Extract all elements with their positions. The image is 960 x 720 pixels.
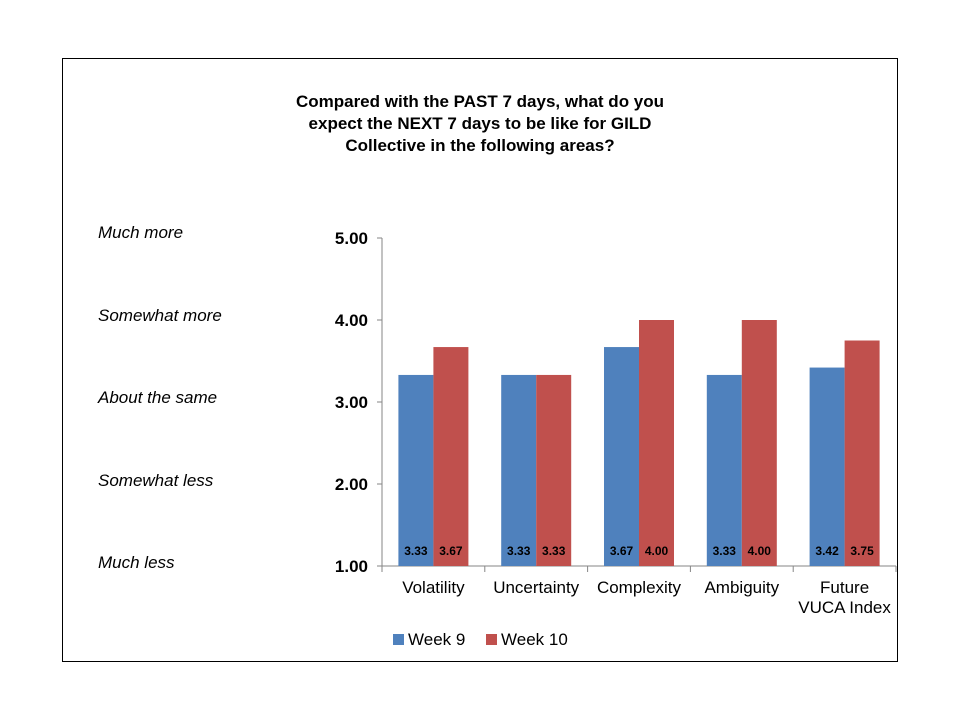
legend-label-week-10: Week 10: [501, 630, 568, 649]
data-label-week-10-ambiguity: 4.00: [748, 544, 772, 558]
data-label-week-10-uncertainty: 3.33: [542, 544, 566, 558]
scale-label-about-same: About the same: [98, 388, 218, 407]
bar-week-10-complexity: [639, 320, 674, 566]
scale-label-somewhat-more: Somewhat more: [98, 306, 222, 325]
bar-week-9-volatility: [398, 374, 434, 566]
data-label-week-9-uncertainty: 3.33: [507, 544, 531, 558]
bar-week-9-ambiguity: [706, 374, 742, 566]
bar-week-10-uncertainty: [536, 374, 572, 566]
data-label-week-9-future-vuca-index: 3.42: [815, 544, 839, 558]
x-category-label: Future VUCA Index: [798, 578, 891, 617]
scale-label-much-more: Much more: [98, 223, 184, 242]
y-tick-label: 1.00: [335, 557, 368, 576]
y-tick-label: 4.00: [335, 311, 368, 330]
legend-swatch-week-10: [486, 634, 497, 645]
y-tick-label: 3.00: [335, 393, 368, 412]
x-category-label: Uncertainty: [493, 578, 579, 597]
y-tick-label: 5.00: [335, 229, 368, 248]
scale-label-much-less: Much less: [98, 553, 175, 572]
data-label-week-9-ambiguity: 3.33: [713, 544, 737, 558]
legend-label-week-9: Week 9: [408, 630, 465, 649]
y-tick-label: 2.00: [335, 475, 368, 494]
bar-week-9-uncertainty: [501, 374, 537, 566]
scale-label-somewhat-less: Somewhat less: [98, 471, 214, 490]
x-category-label: Ambiguity: [704, 578, 779, 597]
data-label-week-10-volatility: 3.67: [439, 544, 463, 558]
bar-week-10-future-vuca-index: [844, 340, 880, 566]
chart-title: Compared with the PAST 7 days, what do y…: [295, 92, 665, 155]
data-label-week-9-complexity: 3.67: [610, 544, 634, 558]
x-category-label: Volatility: [402, 578, 465, 597]
data-label-week-9-volatility: 3.33: [404, 544, 428, 558]
bar-week-9-future-vuca-index: [809, 367, 845, 566]
x-category-label: Complexity: [597, 578, 682, 597]
data-label-week-10-future-vuca-index: 3.75: [850, 544, 874, 558]
bar-week-10-ambiguity: [741, 320, 777, 566]
legend-swatch-week-9: [393, 634, 404, 645]
bar-week-9-complexity: [604, 347, 639, 566]
data-label-week-10-complexity: 4.00: [645, 544, 669, 558]
bar-week-10-volatility: [433, 347, 469, 566]
